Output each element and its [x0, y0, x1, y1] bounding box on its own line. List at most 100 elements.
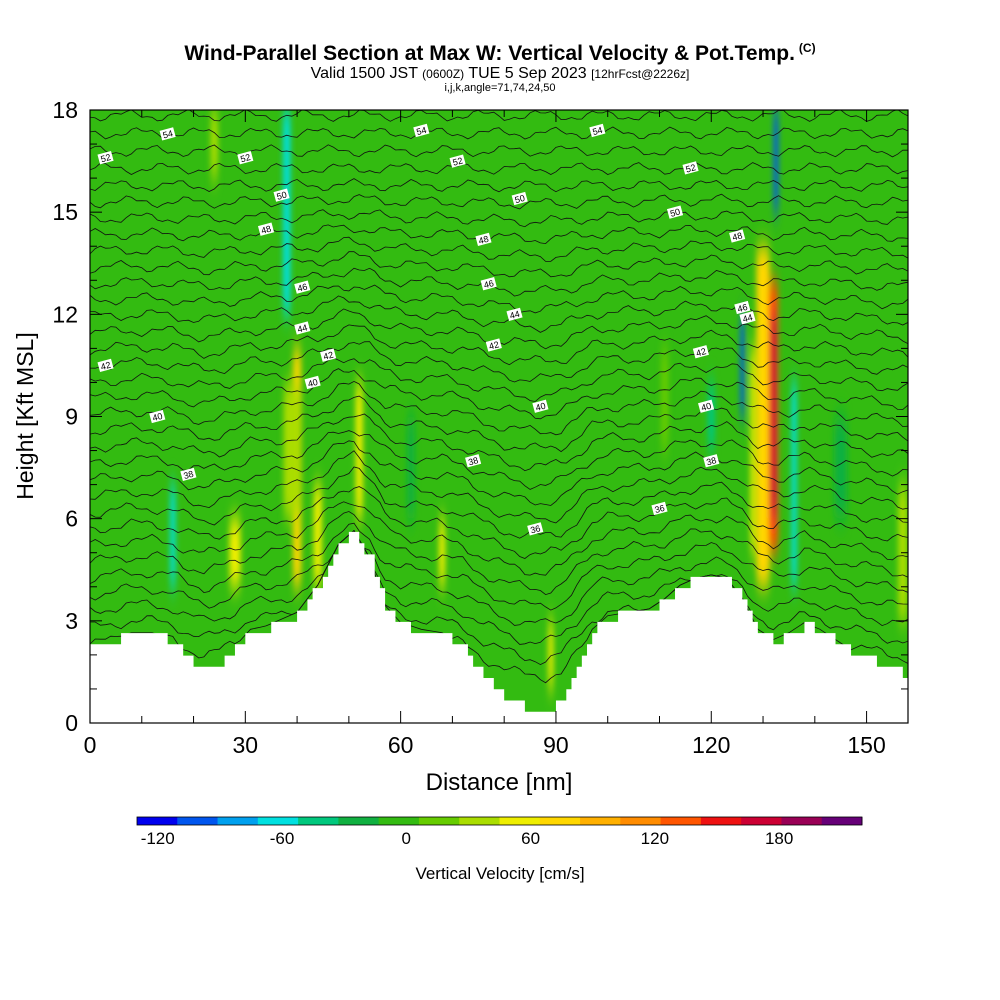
x-tick-label: 60	[388, 732, 414, 758]
theta-label: 54	[413, 123, 430, 138]
theta-contour-line	[90, 440, 908, 506]
theta-contour-line	[90, 380, 908, 436]
theta-contour-line	[90, 295, 908, 333]
velocity-cell	[229, 518, 241, 587]
velocity-cell	[355, 382, 363, 519]
svg-text:44: 44	[509, 309, 521, 321]
colorbar-label: Vertical Velocity [cm/s]	[415, 864, 585, 883]
theta-label: 44	[506, 307, 523, 321]
theta-contour-line	[90, 193, 908, 210]
svg-text:42: 42	[322, 350, 334, 362]
colorbar-swatch	[378, 817, 420, 825]
colorbar-swatch	[217, 817, 259, 825]
x-tick-label: 120	[692, 732, 730, 758]
y-tick-label: 0	[65, 710, 78, 736]
velocity-cell	[283, 382, 301, 519]
theta-contour-line	[90, 110, 908, 122]
theta-label: 48	[729, 229, 746, 243]
valid-date: TUE 5 Sep 2023	[468, 65, 587, 82]
y-tick-label: 15	[52, 199, 78, 225]
svg-text:40: 40	[151, 411, 163, 423]
colorbar-swatch	[137, 817, 178, 825]
svg-text:46: 46	[736, 302, 748, 314]
y-tick-label: 18	[52, 97, 78, 123]
theta-contour-line	[90, 324, 908, 366]
velocity-cell	[548, 620, 554, 689]
theta-label: 48	[257, 222, 275, 236]
copyright-mark: (C)	[798, 41, 816, 55]
theta-contour-line	[90, 529, 908, 666]
theta-label: 52	[97, 151, 114, 165]
svg-text:54: 54	[591, 125, 603, 137]
title-block: Wind-Parallel Section at Max W: Vertical…	[0, 36, 1000, 94]
svg-text:54: 54	[415, 125, 427, 137]
svg-text:50: 50	[514, 193, 526, 205]
theta-label: 40	[304, 375, 321, 390]
colorbar: -120 -60 0 60 120 180	[136, 816, 863, 848]
valid-time: Valid 1500 JST (0600Z) TUE 5 Sep 2023 [1…	[0, 66, 1000, 82]
colorbar-swatch	[580, 817, 621, 825]
svg-text:44: 44	[742, 312, 754, 324]
colorbar-tick-label: 180	[765, 829, 793, 848]
x-tick-label: 90	[543, 732, 569, 758]
theta-label: 52	[682, 161, 699, 175]
theta-label: 46	[294, 280, 311, 294]
svg-text:52: 52	[685, 162, 697, 174]
svg-text:40: 40	[700, 401, 712, 413]
theta-label: 40	[698, 399, 715, 413]
velocity-cell	[170, 484, 176, 587]
theta-contour-line	[90, 284, 908, 314]
colorbar-swatch	[418, 817, 460, 825]
colorbar-swatch	[741, 817, 782, 825]
theta-label: 38	[703, 454, 720, 468]
svg-text:42: 42	[695, 346, 707, 358]
theta-label: 42	[485, 338, 502, 352]
colorbar-swatch	[821, 817, 863, 825]
valid-zulu: (0600Z)	[422, 67, 465, 81]
theta-contour-line	[90, 450, 908, 524]
theta-contour-line	[90, 267, 908, 297]
colorbar-swatch	[781, 817, 823, 825]
theta-contour-line	[90, 92, 908, 104]
theta-label: 40	[149, 409, 166, 424]
svg-text:38: 38	[182, 469, 194, 481]
theta-contour-line	[90, 341, 908, 383]
theta-label: 42	[97, 358, 114, 373]
theta-contours	[90, 92, 908, 684]
colorbar-tick-label: 120	[641, 829, 669, 848]
y-tick-label: 12	[52, 301, 78, 327]
colorbar-swatch	[620, 817, 662, 825]
theta-label: 46	[480, 277, 497, 291]
colorbar-swatch	[459, 817, 500, 825]
theta-contour-line	[90, 395, 908, 453]
svg-text:48: 48	[477, 234, 489, 246]
theta-contour-line	[90, 501, 908, 576]
colorbar-tick-label: 0	[402, 829, 411, 848]
plot-background	[90, 110, 908, 723]
svg-text:52: 52	[100, 152, 112, 164]
velocity-cell	[750, 348, 756, 553]
velocity-cell	[834, 416, 848, 519]
theta-label: 52	[237, 151, 254, 165]
theta-contour-line	[90, 413, 908, 472]
terrain	[90, 531, 908, 723]
theta-label: 54	[159, 127, 176, 141]
svg-text:44: 44	[296, 322, 308, 334]
svg-text:52: 52	[452, 155, 464, 167]
theta-label: 50	[666, 205, 684, 219]
velocity-cell	[283, 110, 291, 315]
svg-text:36: 36	[529, 523, 541, 535]
svg-text:54: 54	[162, 128, 174, 140]
theta-label: 44	[739, 311, 756, 325]
theta-label: 44	[294, 321, 311, 335]
theta-label: 42	[320, 348, 337, 362]
theta-contour-line	[90, 251, 908, 278]
svg-text:50: 50	[669, 207, 681, 219]
colorbar-swatch	[660, 817, 702, 825]
chart-title-text: Wind-Parallel Section at Max W: Vertical…	[184, 42, 795, 65]
y-tick-label: 6	[65, 506, 78, 532]
velocity-cell	[707, 382, 715, 451]
colorbar-swatch	[499, 817, 541, 825]
